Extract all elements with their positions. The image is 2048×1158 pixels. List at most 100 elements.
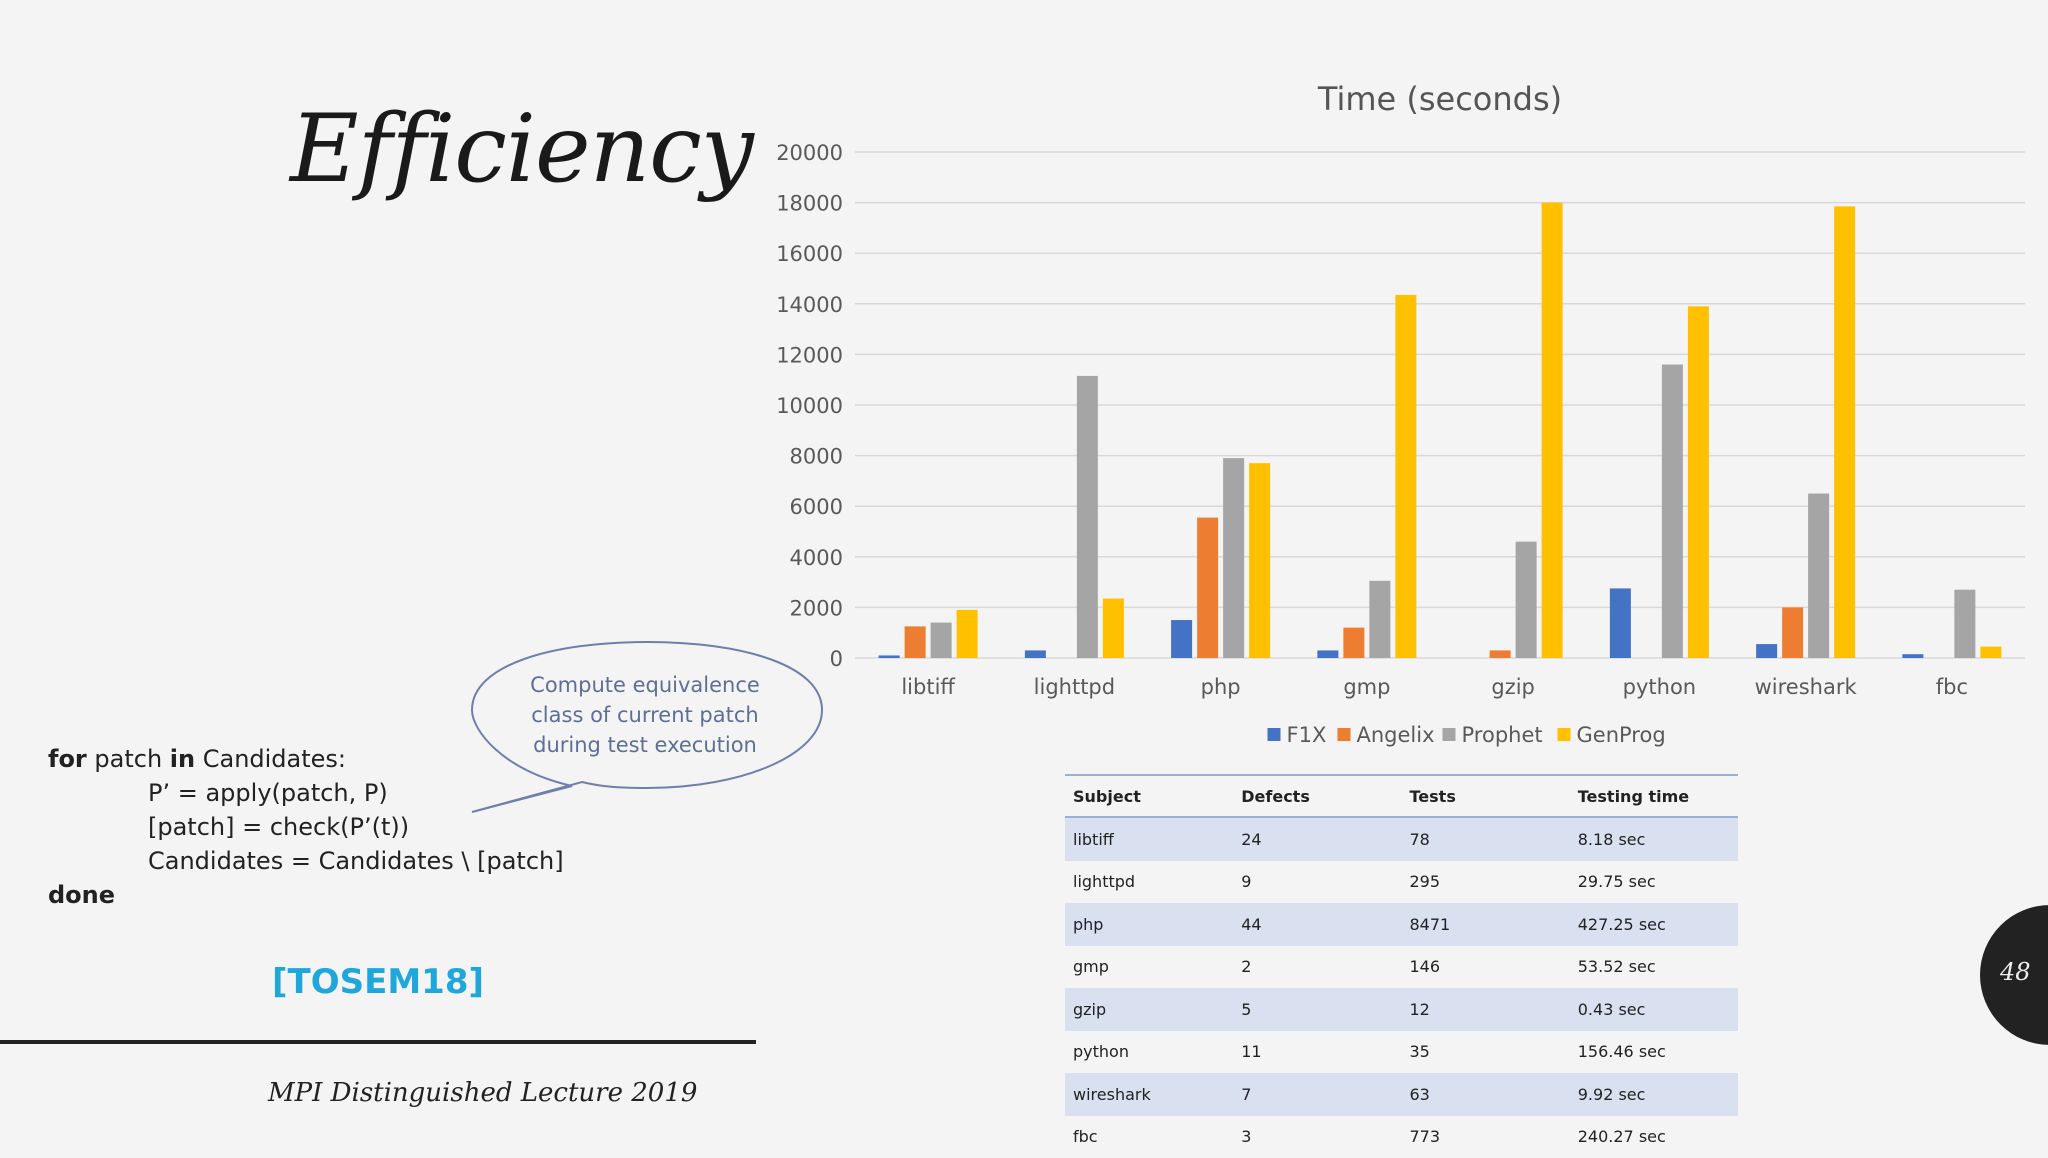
bar-f1x-php <box>1171 620 1192 658</box>
results-table: Subject Defects Tests Testing time libti… <box>1065 774 1738 1158</box>
bar-f1x-libtiff <box>879 655 900 658</box>
table-header: Tests <box>1402 775 1570 817</box>
code-line-3: [patch] = check(P’(t)) <box>48 810 564 844</box>
y-tick-label: 12000 <box>776 343 843 367</box>
bar-chart: Time (seconds) 0 2000 4000 6000 8000 10000 1200… <box>760 70 2040 770</box>
table-cell: 5 <box>1233 988 1401 1031</box>
y-tick-label: 4000 <box>790 546 843 570</box>
code-line-4: Candidates = Candidates \ [patch] <box>48 844 564 878</box>
bar-prophet-fbc <box>1954 590 1975 658</box>
bubble-line: class of current patch <box>515 700 775 730</box>
table-cell: gzip <box>1065 988 1233 1031</box>
table-cell: 35 <box>1402 1031 1570 1074</box>
y-tick-label: 2000 <box>790 596 843 620</box>
bar-genprog-python <box>1688 306 1709 658</box>
bar-genprog-libtiff <box>957 610 978 658</box>
speech-bubble-text: Compute equivalence class of current pat… <box>515 670 775 760</box>
chart-title: Time (seconds) <box>1317 80 1562 118</box>
table-cell: 427.25 sec <box>1570 903 1738 946</box>
x-tick-label: wireshark <box>1755 675 1858 699</box>
bar-angelix-gzip <box>1490 650 1511 658</box>
x-tick-label: gmp <box>1343 675 1390 699</box>
table-row: libtiff 24 78 8.18 sec <box>1065 817 1738 861</box>
bar-genprog-fbc <box>1980 647 2001 658</box>
table-cell: 146 <box>1402 946 1570 989</box>
bar-genprog-php <box>1249 463 1270 658</box>
bubble-line: during test execution <box>515 730 775 760</box>
table-cell: python <box>1065 1031 1233 1074</box>
citation: [TOSEM18] <box>272 962 484 1002</box>
footer: MPI Distinguished Lecture 2019 <box>268 1078 697 1108</box>
bar-prophet-php <box>1223 458 1244 658</box>
table-cell: 24 <box>1233 817 1401 861</box>
y-tick-label: 0 <box>830 647 843 671</box>
legend-label: F1X <box>1287 723 1327 747</box>
y-tick-label: 20000 <box>776 141 843 165</box>
x-tick-label: gzip <box>1491 675 1535 699</box>
table-cell: lighttpd <box>1065 861 1233 904</box>
y-tick-label: 8000 <box>790 445 843 469</box>
x-tick-label: lighttpd <box>1034 675 1115 699</box>
x-tick-label: python <box>1623 675 1696 699</box>
bar-f1x-wireshark <box>1756 644 1777 658</box>
bar-prophet-lighttpd <box>1077 376 1098 658</box>
bar-angelix-wireshark <box>1782 607 1803 658</box>
table-cell: 8471 <box>1402 903 1570 946</box>
y-tick-label: 14000 <box>776 293 843 317</box>
table-cell: 29.75 sec <box>1570 861 1738 904</box>
table-cell: 8.18 sec <box>1570 817 1738 861</box>
slide-title: Efficiency <box>290 95 753 204</box>
y-tick-label: 18000 <box>776 192 843 216</box>
table-cell: 295 <box>1402 861 1570 904</box>
table-header: Defects <box>1233 775 1401 817</box>
bar-genprog-lighttpd <box>1103 599 1124 658</box>
bar-angelix-libtiff <box>905 626 926 658</box>
table-cell: 156.46 sec <box>1570 1031 1738 1074</box>
bar-prophet-libtiff <box>931 623 952 658</box>
table-cell: php <box>1065 903 1233 946</box>
table-cell: 9 <box>1233 861 1401 904</box>
code-text: patch <box>87 745 170 773</box>
table-row: php 44 8471 427.25 sec <box>1065 903 1738 946</box>
table-row: gmp 2 146 53.52 sec <box>1065 946 1738 989</box>
code-keyword-in: in <box>170 745 195 773</box>
table-header: Testing time <box>1570 775 1738 817</box>
table-cell: 9.92 sec <box>1570 1073 1738 1116</box>
y-tick-label: 6000 <box>790 495 843 519</box>
bar-angelix-php <box>1197 518 1218 658</box>
legend-swatch <box>1338 728 1351 741</box>
bubble-line: Compute equivalence <box>515 670 775 700</box>
table-cell: 7 <box>1233 1073 1401 1116</box>
bar-angelix-gmp <box>1343 628 1364 658</box>
table-cell: 0.43 sec <box>1570 988 1738 1031</box>
bar-genprog-wireshark <box>1834 206 1855 658</box>
legend-swatch <box>1558 728 1571 741</box>
bar-prophet-python <box>1662 365 1683 658</box>
code-keyword-done: done <box>48 881 115 909</box>
x-tick-label: php <box>1201 675 1241 699</box>
legend-swatch <box>1443 728 1456 741</box>
page-number: 48 <box>2000 958 2031 986</box>
table-header-row: Subject Defects Tests Testing time <box>1065 775 1738 817</box>
bar-f1x-lighttpd <box>1025 650 1046 658</box>
divider <box>0 1040 756 1044</box>
bar-f1x-gmp <box>1317 650 1338 658</box>
table-row: gzip 5 12 0.43 sec <box>1065 988 1738 1031</box>
x-tick-label: fbc <box>1936 675 1968 699</box>
table-row: wireshark 7 63 9.92 sec <box>1065 1073 1738 1116</box>
code-line-5: done <box>48 878 564 912</box>
legend-label: Angelix <box>1357 723 1435 747</box>
legend-swatch <box>1268 728 1281 741</box>
table-cell: libtiff <box>1065 817 1233 861</box>
x-tick-label: libtiff <box>901 675 955 699</box>
y-tick-label: 16000 <box>776 242 843 266</box>
bar-genprog-gmp <box>1395 295 1416 658</box>
y-tick-label: 10000 <box>776 394 843 418</box>
bar-f1x-python <box>1610 588 1631 658</box>
table-cell: 2 <box>1233 946 1401 989</box>
table-cell: 53.52 sec <box>1570 946 1738 989</box>
table-cell: 44 <box>1233 903 1401 946</box>
table-row: python 11 35 156.46 sec <box>1065 1031 1738 1074</box>
legend-label: Prophet <box>1462 723 1543 747</box>
